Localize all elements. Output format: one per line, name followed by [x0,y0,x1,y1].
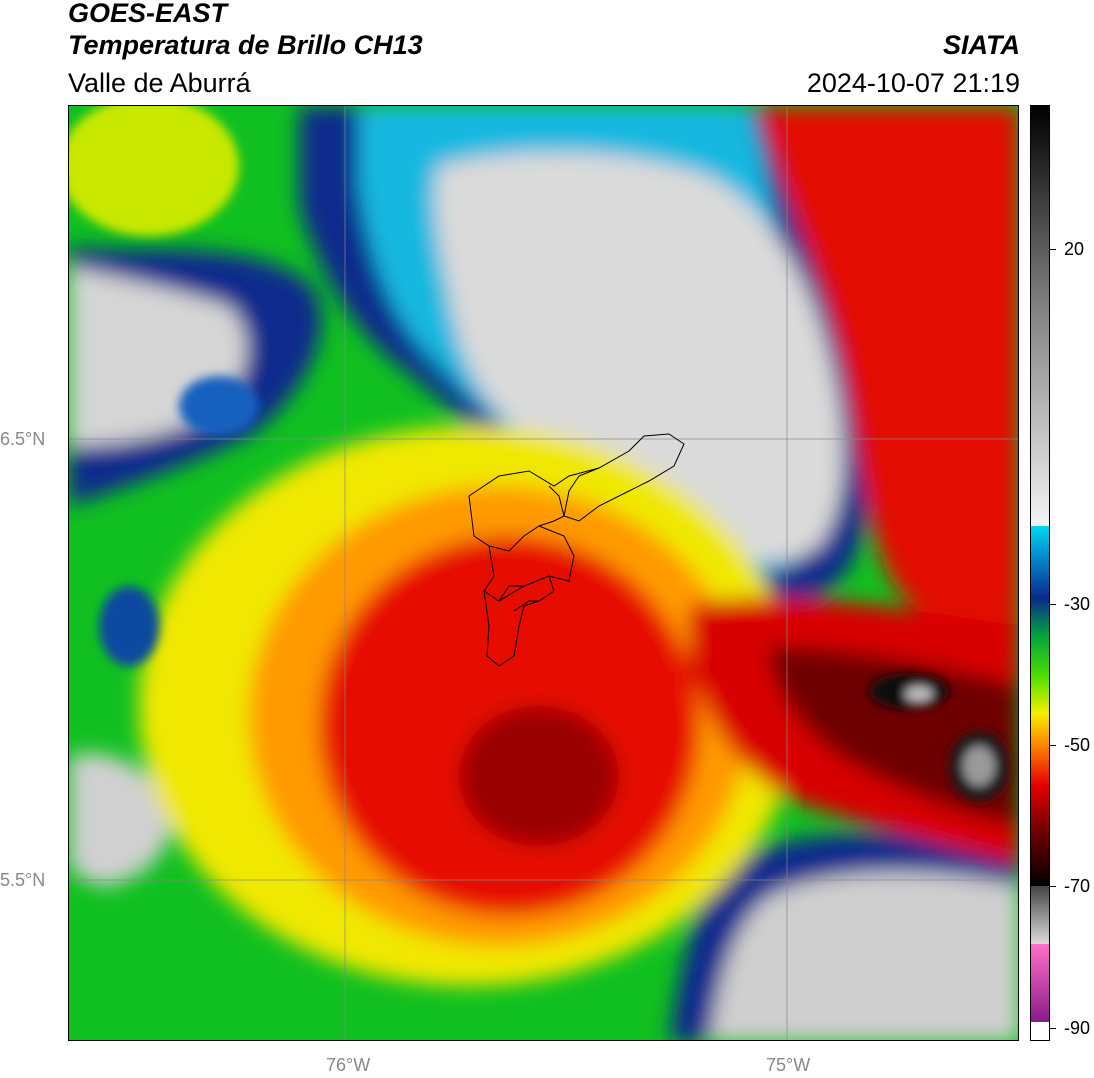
boundary-inner [498,585,539,612]
colorbar-tick-minus70 [1050,886,1056,887]
boundary-south [483,575,555,667]
warm-region-southwest [69,753,171,886]
colorbar-gray-segment [1031,106,1049,526]
warm-patch-west-1 [99,586,159,666]
colorbar-color-segment [1031,526,1049,886]
satellite-title: GOES-EAST [68,0,228,28]
boundary-bello [468,495,565,552]
lat-label-5-5: 5.5°N [0,870,46,890]
boundary-north [468,433,685,522]
lon-label-76: 76°W [326,1055,371,1075]
product-title: Temperatura de Brillo CH13 [68,30,423,60]
colorbar-label-minus50: -50 [1064,735,1091,755]
lat-label-6-5: 6.5°N [0,429,46,449]
colorbar-tick-minus90 [1050,1028,1056,1029]
overshooting-top-3 [963,746,995,786]
organization-label: SIATA [943,30,1020,60]
colorbar-tick-minus50 [1050,745,1056,746]
boundary-medellin [483,525,575,602]
colorbar-label-minus70: -70 [1064,876,1091,896]
green-patch-northwest [69,106,239,236]
municipality-boundaries [468,433,685,667]
colorbar-lowgray-segment [1031,886,1049,944]
datetime-label: 2024-10-07 21:19 [806,68,1020,98]
colorbar-tick-20 [1050,249,1056,250]
colorbar-label-20: 20 [1064,239,1085,259]
colorbar-label-minus30: -30 [1064,594,1091,614]
cold-cloud-northeast [759,106,1018,634]
warm-region-north [434,152,843,561]
convective-cell-core [459,706,619,846]
region-title: Valle de Aburrá [68,68,251,98]
overshooting-top-4 [905,686,933,702]
colorbar-white-end [1031,1022,1049,1040]
colorbar-label-minus90: -90 [1064,1018,1091,1038]
boundary-east [563,467,600,517]
warm-patch-west-2 [179,376,259,436]
colorbar [1030,105,1050,1041]
colorbar-magenta-segment [1031,944,1049,1022]
lon-label-75: 75°W [766,1055,811,1075]
colorbar-tick-minus30 [1050,604,1056,605]
brightness-temperature-map[interactable] [68,105,1019,1041]
